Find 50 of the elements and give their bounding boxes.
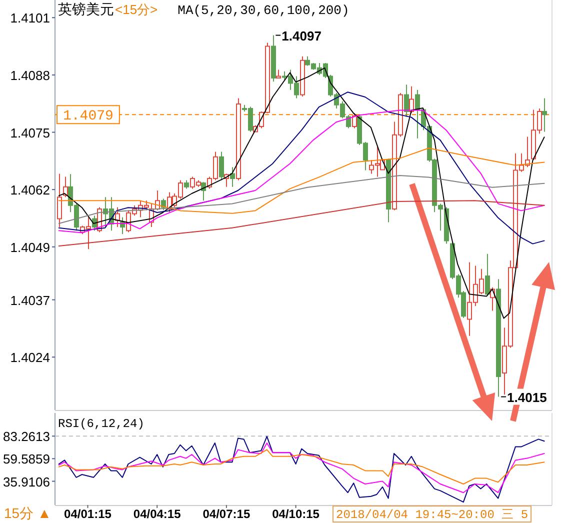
ref-line-label: 1.4079: [63, 108, 114, 125]
line-series: [58, 92, 545, 244]
x-tick-label: 04/10:15: [272, 507, 320, 521]
candlestick: [115, 206, 120, 228]
candlestick: [542, 98, 547, 132]
annotation: 1.4097: [282, 28, 322, 44]
y-tick-label: 1.4049: [10, 240, 50, 255]
candlestick: [300, 56, 305, 97]
line-series: [58, 449, 545, 484]
line-series: [58, 436, 545, 503]
line-series: [58, 110, 545, 234]
text: 15分 ▲: [4, 505, 52, 521]
x-tick-label: 04/04:15: [133, 507, 182, 521]
candlestick: [352, 112, 357, 129]
chart-title: RSI(6,12,24): [58, 417, 144, 431]
chart-subtitle: <15分>: [115, 2, 158, 17]
y-tick-label: 1.4101: [10, 10, 50, 26]
x-tick-label: 04/07:15: [202, 507, 250, 521]
y-tick-label: 1.4062: [10, 182, 50, 198]
candlestick: [409, 86, 414, 114]
candlestick: [57, 173, 62, 228]
text: 2018/04/04 19:45~20:00 三 5: [336, 508, 528, 522]
x-tick-label: 04/01:15: [64, 507, 112, 521]
y-tick-label: 1.4088: [10, 68, 50, 83]
y-tick-label: 1.4024: [10, 350, 50, 366]
candlestick: [496, 278, 501, 398]
candlestick: [485, 253, 490, 296]
line-series: [58, 175, 545, 224]
y-tick-label: 1.4075: [10, 125, 50, 140]
y-tick-label: 83.2613: [3, 429, 50, 444]
candlestick: [271, 34, 276, 82]
candlestick: [415, 89, 420, 139]
line-series: [58, 442, 545, 494]
candlestick: [236, 98, 241, 181]
y-tick-label: 35.9106: [3, 474, 50, 490]
line-series: [58, 200, 545, 246]
y-tick-label: 59.5859: [3, 452, 50, 467]
candlestick: [184, 180, 189, 190]
legend-title: MA(5,20,30,60,100,200): [178, 3, 350, 18]
candlestick: [219, 151, 224, 181]
candlestick: [404, 84, 409, 118]
candlestick: [276, 69, 281, 78]
line-series: [58, 148, 545, 214]
candlestick: [386, 158, 391, 223]
candlestick: [230, 166, 235, 188]
candlestick: [63, 176, 68, 198]
line-series: [58, 67, 545, 319]
chart-title: 英镑美元: [58, 1, 114, 17]
annotation: 1.4015: [507, 390, 547, 405]
y-tick-label: 1.4037: [10, 292, 50, 308]
